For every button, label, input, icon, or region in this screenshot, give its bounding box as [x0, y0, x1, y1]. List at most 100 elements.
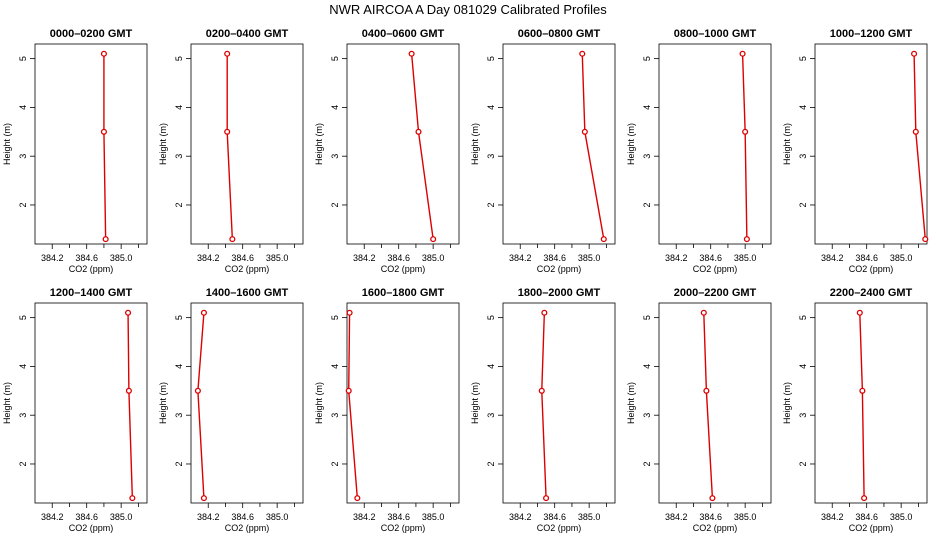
- panel-10-xlabel: CO2 (ppm): [537, 523, 582, 533]
- panel-11-profile-line: [703, 312, 714, 499]
- panel-3-title: 0400–0600 GMT: [362, 28, 445, 40]
- panel-2-ytick-label: 3: [174, 154, 184, 159]
- panel-2-profile-line: [226, 53, 234, 240]
- panel-2-xtick-label: 384.6: [231, 253, 254, 263]
- panel-7-frame: [34, 302, 148, 504]
- panel-7-data-point: [125, 387, 132, 394]
- panel-9-data-point: [354, 495, 361, 502]
- panel-4-xtick-label: 384.6: [543, 253, 566, 263]
- panel-7-profile-line: [127, 312, 134, 499]
- panel-7-ytick-label: 2: [18, 461, 28, 466]
- panel-5-xtick-label: 385.0: [734, 253, 757, 263]
- panel-6-ylabel: Height (m): [782, 123, 792, 165]
- panel-4-data-point: [579, 50, 586, 57]
- panel-3-data-point: [408, 50, 415, 57]
- panel-8-title: 1400–1600 GMT: [206, 287, 289, 299]
- panel-7-ytick-label: 4: [18, 364, 28, 369]
- panel-12-profile-line: [859, 312, 865, 499]
- panel-10-xtick-label: 384.2: [509, 512, 532, 522]
- panel-6-ytick-label: 3: [798, 154, 808, 159]
- panel-7-ytick-label: 5: [18, 315, 28, 320]
- panel-1-ylabel: Height (m): [2, 123, 12, 165]
- panel-1-ytick-label: 5: [18, 56, 28, 61]
- panel-11-ytick-label: 5: [642, 315, 652, 320]
- panel-5-title: 0800–1000 GMT: [674, 28, 757, 40]
- panel-11-ytick-label: 3: [642, 413, 652, 418]
- panel-7-ylabel: Height (m): [2, 382, 12, 424]
- panel-8-xtick-label: 384.6: [231, 512, 254, 522]
- panel-9-ytick-label: 2: [330, 461, 340, 466]
- panel-2-xtick-label: 385.0: [266, 253, 289, 263]
- panel-4-xtick-label: 384.2: [509, 253, 532, 263]
- panel-9-data-point: [346, 309, 353, 316]
- panel-5-ytick-label: 5: [642, 56, 652, 61]
- panel-11-ytick-label: 4: [642, 364, 652, 369]
- panel-3-ytick-label: 4: [330, 105, 340, 110]
- panel-2-frame: [190, 43, 304, 245]
- panel-5-ytick-label: 2: [642, 202, 652, 207]
- panel-10-data-point: [538, 387, 545, 394]
- panel-12-data-point: [861, 495, 868, 502]
- panel-5-ytick-label: 4: [642, 105, 652, 110]
- panel-7-xtick-label: 384.6: [75, 512, 98, 522]
- panel-1-ytick-label: 3: [18, 154, 28, 159]
- panel-8-data-point: [194, 387, 201, 394]
- panel-8-ylabel: Height (m): [158, 382, 168, 424]
- panel-5-data-point: [742, 128, 749, 135]
- panel-6-ytick-label: 2: [798, 202, 808, 207]
- panel-4-ytick-label: 4: [486, 105, 496, 110]
- panel-3-xlabel: CO2 (ppm): [381, 264, 426, 274]
- panel-4-ytick-label: 5: [486, 56, 496, 61]
- panel-8-ytick-label: 3: [174, 413, 184, 418]
- panel-6-ytick-label: 5: [798, 56, 808, 61]
- panel-3-ylabel: Height (m): [314, 123, 324, 165]
- panel-1-data-point: [100, 128, 107, 135]
- panel-2-ylabel: Height (m): [158, 123, 168, 165]
- panel-11-xtick-label: 384.2: [665, 512, 688, 522]
- panel-12-data-point: [859, 387, 866, 394]
- panel-10-data-point: [541, 309, 548, 316]
- panel-6-xtick-label: 384.6: [855, 253, 878, 263]
- panel-8-profile-line: [197, 312, 205, 499]
- panel-10-ytick-label: 4: [486, 364, 496, 369]
- panel-5-data-point: [743, 236, 750, 243]
- panel-10-frame: [502, 302, 616, 504]
- panel-6-xlabel: CO2 (ppm): [849, 264, 894, 274]
- panel-3-xtick-label: 385.0: [422, 253, 445, 263]
- panel-12-ytick-label: 3: [798, 413, 808, 418]
- panel-1-profile-line: [103, 53, 107, 240]
- panel-3-data-point: [430, 236, 437, 243]
- panel-11-xlabel: CO2 (ppm): [693, 523, 738, 533]
- panel-9-frame: [346, 302, 460, 504]
- panel-10-profile-line: [541, 312, 547, 499]
- panel-5-xlabel: CO2 (ppm): [693, 264, 738, 274]
- panel-12-frame: [814, 302, 928, 504]
- panel-9-xtick-label: 384.6: [387, 512, 410, 522]
- panel-4-ytick-label: 3: [486, 154, 496, 159]
- panel-5-ylabel: Height (m): [626, 123, 636, 165]
- panel-4-profile-line: [581, 53, 605, 240]
- panel-10-ytick-label: 5: [486, 315, 496, 320]
- panel-4-data-point: [581, 128, 588, 135]
- panel-9-ytick-label: 5: [330, 315, 340, 320]
- panel-12-xtick-label: 384.2: [821, 512, 844, 522]
- panel-2-xlabel: CO2 (ppm): [225, 264, 270, 274]
- panel-2-ytick-label: 4: [174, 105, 184, 110]
- panel-2-title: 0200–0400 GMT: [206, 28, 289, 40]
- panel-12-ytick-label: 5: [798, 315, 808, 320]
- panel-1-title: 0000–0200 GMT: [50, 28, 133, 40]
- panel-7-data-point: [124, 309, 132, 316]
- panel-9-data-point: [345, 387, 352, 394]
- panel-2-data-point: [224, 128, 231, 135]
- panel-9-title: 1600–1800 GMT: [362, 287, 445, 299]
- panel-6-title: 1000–1200 GMT: [830, 28, 913, 40]
- panel-3-data-point: [415, 128, 422, 135]
- panel-5-xtick-label: 384.6: [699, 253, 722, 263]
- panel-2-data-point: [229, 236, 236, 243]
- panel-8-ytick-label: 5: [174, 315, 184, 320]
- panel-11-data-point: [703, 387, 710, 394]
- panel-10-ytick-label: 3: [486, 413, 496, 418]
- panel-3-ytick-label: 2: [330, 202, 340, 207]
- panel-9-ytick-label: 3: [330, 413, 340, 418]
